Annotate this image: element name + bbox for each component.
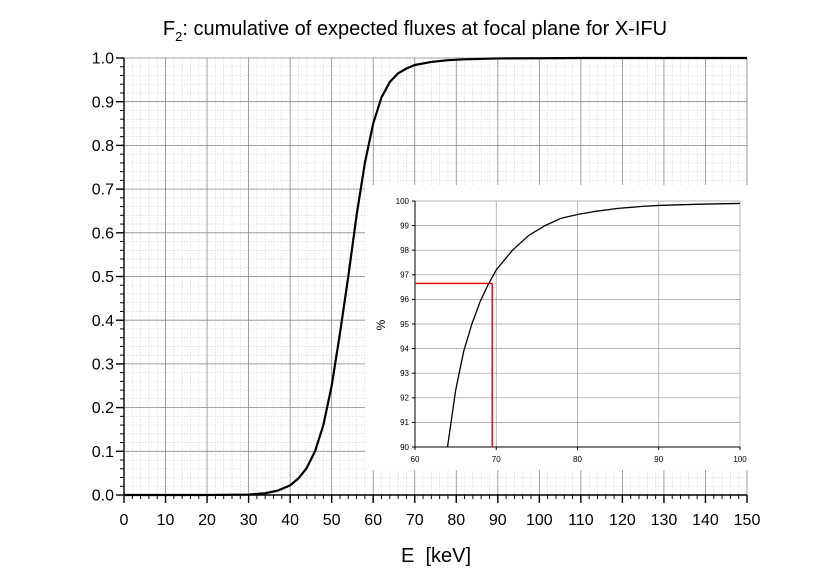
inset-x-tick-label: 100: [733, 455, 747, 464]
main-x-tick-label: 50: [323, 512, 341, 529]
main-y-tick-label: 0.7: [92, 182, 114, 199]
inset-y-axis-label: %: [374, 319, 388, 330]
main-y-tick-label: 0.9: [92, 94, 114, 111]
main-x-tick-label: 90: [489, 512, 507, 529]
inset-x-tick-label: 60: [411, 455, 420, 464]
x-axis-label: E [keV]: [401, 545, 471, 567]
main-x-tick-label: 30: [240, 512, 258, 529]
main-x-tick-label: 60: [364, 512, 382, 529]
inset-y-tick-label: 94: [400, 344, 409, 353]
inset-series: [446, 202, 741, 448]
main-y-tick-label: 0.5: [92, 269, 114, 286]
main-x-tick-label: 40: [281, 512, 299, 529]
main-x-tick-label: 150: [734, 512, 761, 529]
inset-y-tick-label: 97: [400, 271, 409, 280]
main-y-tick-label: 0.4: [92, 313, 114, 330]
inset-series-line: [446, 202, 741, 448]
main-x-tick-label: 110: [568, 512, 594, 529]
main-x-tick-label: 130: [651, 512, 678, 529]
inset-y-tick-label: 96: [400, 295, 409, 304]
inset-y-tick-label: 91: [400, 418, 409, 427]
inset-chart: 60 70 80 90 100 90 91 92 93 94 95 96 97 98 99 100 %: [365, 185, 750, 470]
inset-x-tick-label: 80: [573, 455, 582, 464]
main-x-tick-label: 20: [198, 512, 216, 529]
main-y-tick-label: 1.0: [92, 51, 114, 68]
main-y-tick-label: 0.8: [92, 138, 114, 155]
inset-x-tick-label: 90: [654, 455, 663, 464]
main-x-tick-label: 140: [692, 512, 719, 529]
inset-y-tick-label: 99: [400, 221, 409, 230]
main-y-tick-label: 0.0: [92, 488, 114, 505]
main-x-tick-label: 10: [157, 512, 175, 529]
main-series-line: [124, 56, 747, 497]
main-x-tick-label: 0: [120, 512, 129, 529]
main-y-tick-label: 0.1: [92, 444, 114, 461]
inset-y-tick-label: 98: [400, 246, 409, 255]
main-y-tick-label: 0.6: [92, 225, 114, 242]
main-y-tick-label: 0.3: [92, 357, 114, 374]
inset-y-tick-label: 93: [400, 369, 409, 378]
chart-title: F2: cumulative of expected fluxes at foc…: [163, 18, 667, 44]
inset-axes: 60 70 80 90 100 90 91 92 93 94 95 96 97 98 99 100: [396, 197, 748, 464]
inset-marker-lines: [415, 282, 493, 447]
inset-y-tick-label: 90: [400, 443, 409, 452]
main-x-tick-label: 100: [526, 512, 553, 529]
main-series: [124, 56, 747, 497]
inset-background: [365, 185, 750, 470]
main-x-tick-label: 80: [447, 512, 465, 529]
main-x-tick-label: 120: [609, 512, 636, 529]
inset-x-tick-label: 70: [492, 455, 501, 464]
main-x-tick-label: 70: [406, 512, 424, 529]
inset-y-tick-label: 100: [396, 197, 410, 206]
inset-y-tick-label: 95: [400, 320, 409, 329]
main-y-tick-label: 0.2: [92, 400, 114, 417]
inset-y-tick-label: 92: [400, 394, 409, 403]
